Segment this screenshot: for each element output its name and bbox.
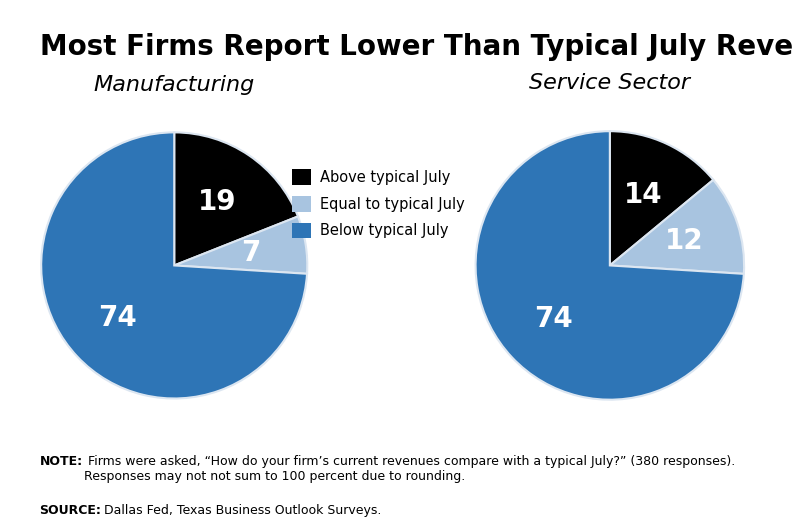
Text: 14: 14 (623, 181, 662, 209)
Text: NOTE:: NOTE: (40, 455, 82, 468)
Text: SOURCE:: SOURCE: (40, 504, 101, 517)
Text: Dallas Fed, Texas Business Outlook Surveys.: Dallas Fed, Texas Business Outlook Surve… (100, 504, 381, 517)
Text: 12: 12 (664, 228, 703, 255)
Text: 74: 74 (99, 304, 137, 333)
Text: 74: 74 (534, 305, 573, 333)
Title: Service Sector: Service Sector (529, 73, 691, 93)
Wedge shape (610, 180, 744, 274)
Legend: Above typical July, Equal to typical July, Below typical July: Above typical July, Equal to typical Jul… (292, 169, 465, 239)
Wedge shape (475, 131, 744, 400)
Text: Firms were asked, “How do your firm’s current revenues compare with a typical Ju: Firms were asked, “How do your firm’s cu… (84, 455, 735, 483)
Wedge shape (174, 133, 298, 266)
Wedge shape (610, 131, 714, 266)
Wedge shape (174, 217, 307, 274)
Title: Manufacturing: Manufacturing (93, 75, 255, 95)
Text: 19: 19 (198, 187, 237, 216)
Text: Most Firms Report Lower Than Typical July Revenues: Most Firms Report Lower Than Typical Jul… (40, 33, 792, 61)
Text: 7: 7 (241, 240, 260, 267)
Wedge shape (41, 133, 307, 398)
